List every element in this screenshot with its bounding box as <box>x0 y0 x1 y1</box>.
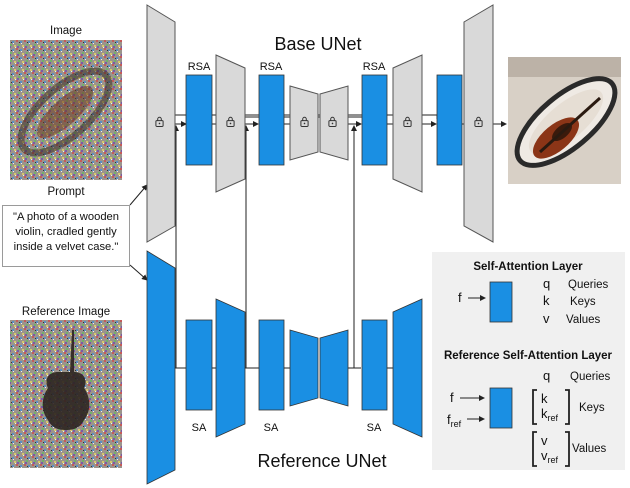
prompt-label: Prompt <box>47 186 85 198</box>
base-attention-block-4 <box>436 74 463 166</box>
noisy-input-image <box>10 40 122 180</box>
prompt-text: "A photo of a wooden violin, cradled gen… <box>13 211 119 253</box>
rsa-label-2: RSA <box>260 61 283 73</box>
rsa-label-1: RSA <box>188 61 211 73</box>
base-unet: Base UNet RSA RSA RSA <box>146 4 494 243</box>
legend-sa-block <box>489 281 513 323</box>
legend-f: f <box>458 290 462 305</box>
prompt-box: "A photo of a wooden violin, cradled gen… <box>2 205 130 267</box>
sa-label-3: SA <box>367 422 382 434</box>
legend-panel: Self-Attention Layer f q Queries k Keys … <box>432 252 625 470</box>
legend-ref-q: q <box>543 368 550 383</box>
ref-bottleneck-up <box>319 329 349 407</box>
legend-f-ref: fref <box>447 412 462 429</box>
legend-queries: Queries <box>568 279 609 291</box>
output-image <box>508 57 621 184</box>
sa-label-2: SA <box>264 422 279 434</box>
legend-ref-values: Values <box>572 443 607 455</box>
legend-sa-title: Self-Attention Layer <box>473 261 583 273</box>
legend-ref-v: v <box>541 433 548 448</box>
ref-decoder-mid <box>392 298 423 438</box>
legend-v-ref: vref <box>541 448 559 465</box>
legend-ref-f: f <box>450 390 454 405</box>
reference-unet: SA SA SA Reference UNet <box>146 250 423 485</box>
legend-k-ref: kref <box>541 406 559 423</box>
base-encoder-large <box>146 4 176 243</box>
legend-ref-title: Reference Self-Attention Layer <box>444 350 613 362</box>
base-rsa-block-2 <box>258 74 285 166</box>
ref-sa-block-2 <box>258 319 285 411</box>
legend-v: v <box>543 311 550 326</box>
image-label: Image <box>50 25 82 37</box>
base-rsa-block-3 <box>361 74 388 166</box>
rsa-label-3: RSA <box>363 61 386 73</box>
legend-ref-keys: Keys <box>579 402 605 414</box>
base-rsa-block-1 <box>185 74 213 166</box>
base-unet-title: Base UNet <box>274 34 361 54</box>
legend-rsa-block <box>489 387 513 429</box>
legend-ref-queries: Queries <box>570 371 611 383</box>
ref-sa-block-3 <box>361 319 388 411</box>
sa-label-1: SA <box>192 422 207 434</box>
legend-k: k <box>543 293 550 308</box>
legend-ref-k: k <box>541 391 548 406</box>
reference-image-label: Reference Image <box>22 306 110 318</box>
reference-unet-title: Reference UNet <box>257 451 386 471</box>
ref-sa-block-1 <box>185 319 213 411</box>
ref-encoder-large <box>146 250 176 485</box>
legend-values: Values <box>566 314 601 326</box>
base-bottleneck-up <box>319 85 349 161</box>
ref-bottleneck-down <box>289 329 319 407</box>
legend-keys: Keys <box>570 296 596 308</box>
reference-input-image <box>10 320 122 468</box>
legend-q: q <box>543 276 550 291</box>
ref-encoder-mid <box>215 298 246 438</box>
